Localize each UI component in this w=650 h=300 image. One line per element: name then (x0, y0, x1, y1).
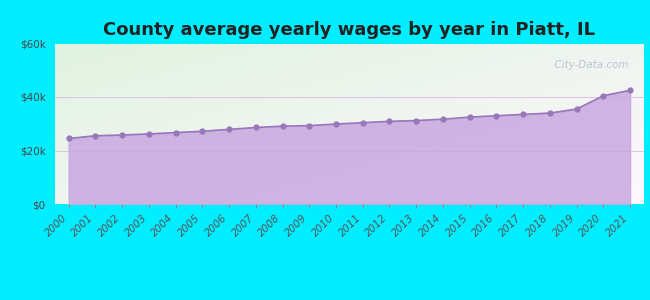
Text: City-Data.com: City-Data.com (548, 59, 629, 70)
Title: County average yearly wages by year in Piatt, IL: County average yearly wages by year in P… (103, 21, 595, 39)
